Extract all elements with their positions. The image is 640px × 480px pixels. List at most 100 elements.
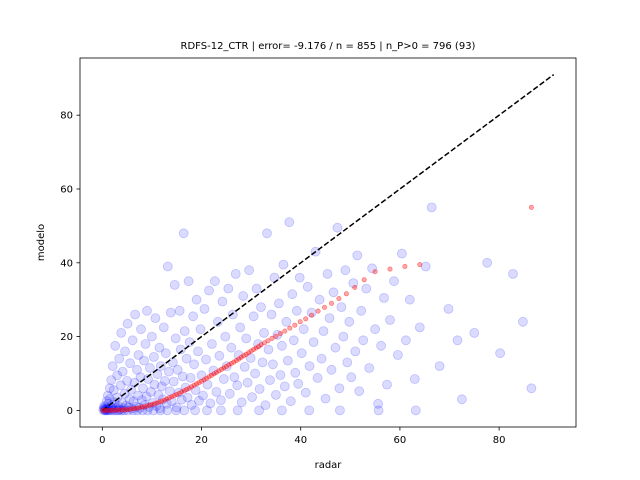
quantile-point <box>129 406 135 412</box>
plot-frame <box>79 57 577 428</box>
scatter-point <box>352 250 363 261</box>
scatter-point <box>220 331 231 342</box>
scatter-point <box>171 405 182 416</box>
scatter-point <box>469 327 480 338</box>
scatter-point <box>350 346 361 357</box>
scatter-point <box>373 405 384 416</box>
scatter-point <box>155 405 166 416</box>
scatter-point <box>232 380 243 391</box>
scatter-point <box>296 348 307 359</box>
scatter-point <box>127 335 138 346</box>
scatter-point <box>334 405 345 416</box>
quantile-point <box>226 362 232 368</box>
scatter-point <box>177 371 188 382</box>
quantile-point <box>161 397 167 403</box>
scatter-point <box>102 390 113 401</box>
quantile-point <box>159 398 165 404</box>
scatter-point <box>185 372 196 383</box>
scatter-point <box>336 302 347 313</box>
scatter-point <box>195 324 206 335</box>
quantile-point <box>221 365 227 371</box>
quantile-point <box>164 396 170 402</box>
scatter-point <box>212 316 223 327</box>
quantile-point <box>194 381 200 387</box>
scatter-point <box>223 283 234 294</box>
scatter-point <box>140 339 151 349</box>
scatter-point <box>334 383 345 394</box>
quantile-point <box>191 382 197 388</box>
scatter-point <box>259 327 269 338</box>
quantile-point <box>287 325 293 331</box>
quantile-point <box>184 386 190 392</box>
scatter-point <box>174 305 185 316</box>
scatter-point <box>256 302 266 313</box>
scatter-point <box>260 400 271 411</box>
scatter-point <box>112 370 123 381</box>
x-axis-label: radar <box>315 460 343 471</box>
scatter-point <box>123 405 134 416</box>
scatter-point <box>526 383 537 394</box>
scatter-point <box>106 375 117 386</box>
scatter-point <box>434 361 445 372</box>
quantile-point <box>216 368 222 374</box>
scatter-point <box>138 383 148 394</box>
scatter-point <box>107 361 118 372</box>
scatter-point <box>179 326 190 337</box>
scatter-point <box>250 368 261 379</box>
scatter-point <box>166 396 177 407</box>
scatter-point <box>443 303 454 314</box>
quantile-point <box>269 335 275 341</box>
scatter-point <box>122 318 133 329</box>
quantile-point <box>181 388 187 394</box>
scatter-point <box>146 331 157 342</box>
scatter-point <box>112 392 123 403</box>
quantile-point <box>201 377 207 383</box>
scatter-point <box>330 342 341 353</box>
scatter-point <box>124 394 135 405</box>
quantile-point <box>402 263 408 269</box>
scatter-point <box>218 374 229 384</box>
scatter-point <box>217 296 228 307</box>
scatter-point <box>257 357 268 368</box>
scatter-point <box>354 386 365 397</box>
scatter-point <box>392 350 403 360</box>
scatter-point <box>158 322 169 333</box>
scatter-point <box>332 222 343 233</box>
scatter-point <box>318 326 329 337</box>
scatter-point <box>176 394 187 405</box>
scatter-point <box>482 257 493 268</box>
scatter-point <box>230 268 241 279</box>
x-tick-label: 40 <box>294 435 307 446</box>
scatter-point <box>389 276 399 287</box>
scatter-point <box>322 268 333 279</box>
quantile-point <box>265 338 271 344</box>
scatter-point <box>361 283 372 294</box>
quantile-point <box>253 345 259 351</box>
identity-line <box>101 74 555 411</box>
scatter-point <box>169 279 180 290</box>
scatter-point <box>150 313 161 324</box>
quantile-point <box>372 269 378 275</box>
scatter-point <box>370 324 381 335</box>
quantile-point <box>196 380 202 386</box>
scatter-point <box>278 259 289 270</box>
scatter-point <box>154 403 165 414</box>
scatter-point <box>162 405 173 416</box>
scatter-point <box>287 289 298 300</box>
y-axis: 0 20 40 60 80 <box>60 111 80 417</box>
scatter-point <box>248 311 259 322</box>
scatter-point <box>294 272 305 283</box>
scatter-point <box>236 397 247 408</box>
scatter-point <box>495 348 506 359</box>
scatter-point <box>199 303 210 314</box>
scatter-point <box>117 366 128 377</box>
scatter-point <box>215 405 226 416</box>
scatter-point <box>276 340 287 351</box>
scatter-point <box>298 324 309 335</box>
scatter-point <box>183 276 194 287</box>
scatter-point <box>244 265 255 276</box>
scatter-point <box>410 405 421 416</box>
scatter-point <box>265 375 275 386</box>
scatter-point <box>379 292 389 303</box>
